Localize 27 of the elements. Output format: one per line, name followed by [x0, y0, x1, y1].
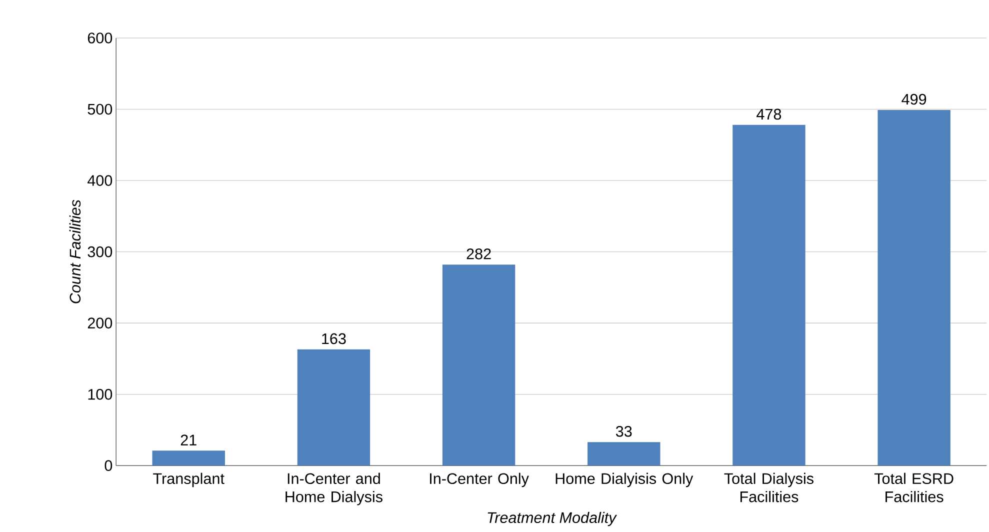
y-tick-label: 400 [88, 175, 112, 186]
y-tick-label: 600 [88, 32, 112, 44]
x-tick-label: In-Center Only [430, 472, 529, 488]
bar [732, 125, 806, 466]
bar [442, 264, 516, 466]
data-label: 478 [756, 108, 782, 120]
y-tick-label: 200 [88, 318, 112, 329]
data-label: 21 [180, 434, 196, 446]
x-tick-label: Transplant [153, 472, 224, 488]
data-label: 33 [616, 426, 632, 437]
x-tick-label: Total ESRD Facilities [874, 472, 954, 502]
y-axis-title: Count Facilities [69, 200, 81, 304]
x-tick-label: In-Center and Home Dialysis [286, 472, 382, 506]
y-tick-label: 100 [88, 388, 112, 400]
x-tick-label: Home Dialyisis Only [556, 472, 694, 488]
data-label: 499 [902, 94, 926, 105]
y-tick-label: 500 [88, 104, 112, 115]
bar [878, 110, 950, 466]
x-tick-label: Total Dialysis Facilities [724, 472, 814, 502]
bar [297, 349, 370, 466]
data-label: 163 [322, 333, 346, 344]
bar [152, 450, 225, 466]
data-label: 282 [466, 248, 491, 260]
y-tick-label: 300 [88, 246, 112, 258]
y-tick-label: 0 [104, 460, 112, 472]
bar [588, 442, 660, 466]
x-axis-title: Treatment Modality [488, 512, 618, 526]
